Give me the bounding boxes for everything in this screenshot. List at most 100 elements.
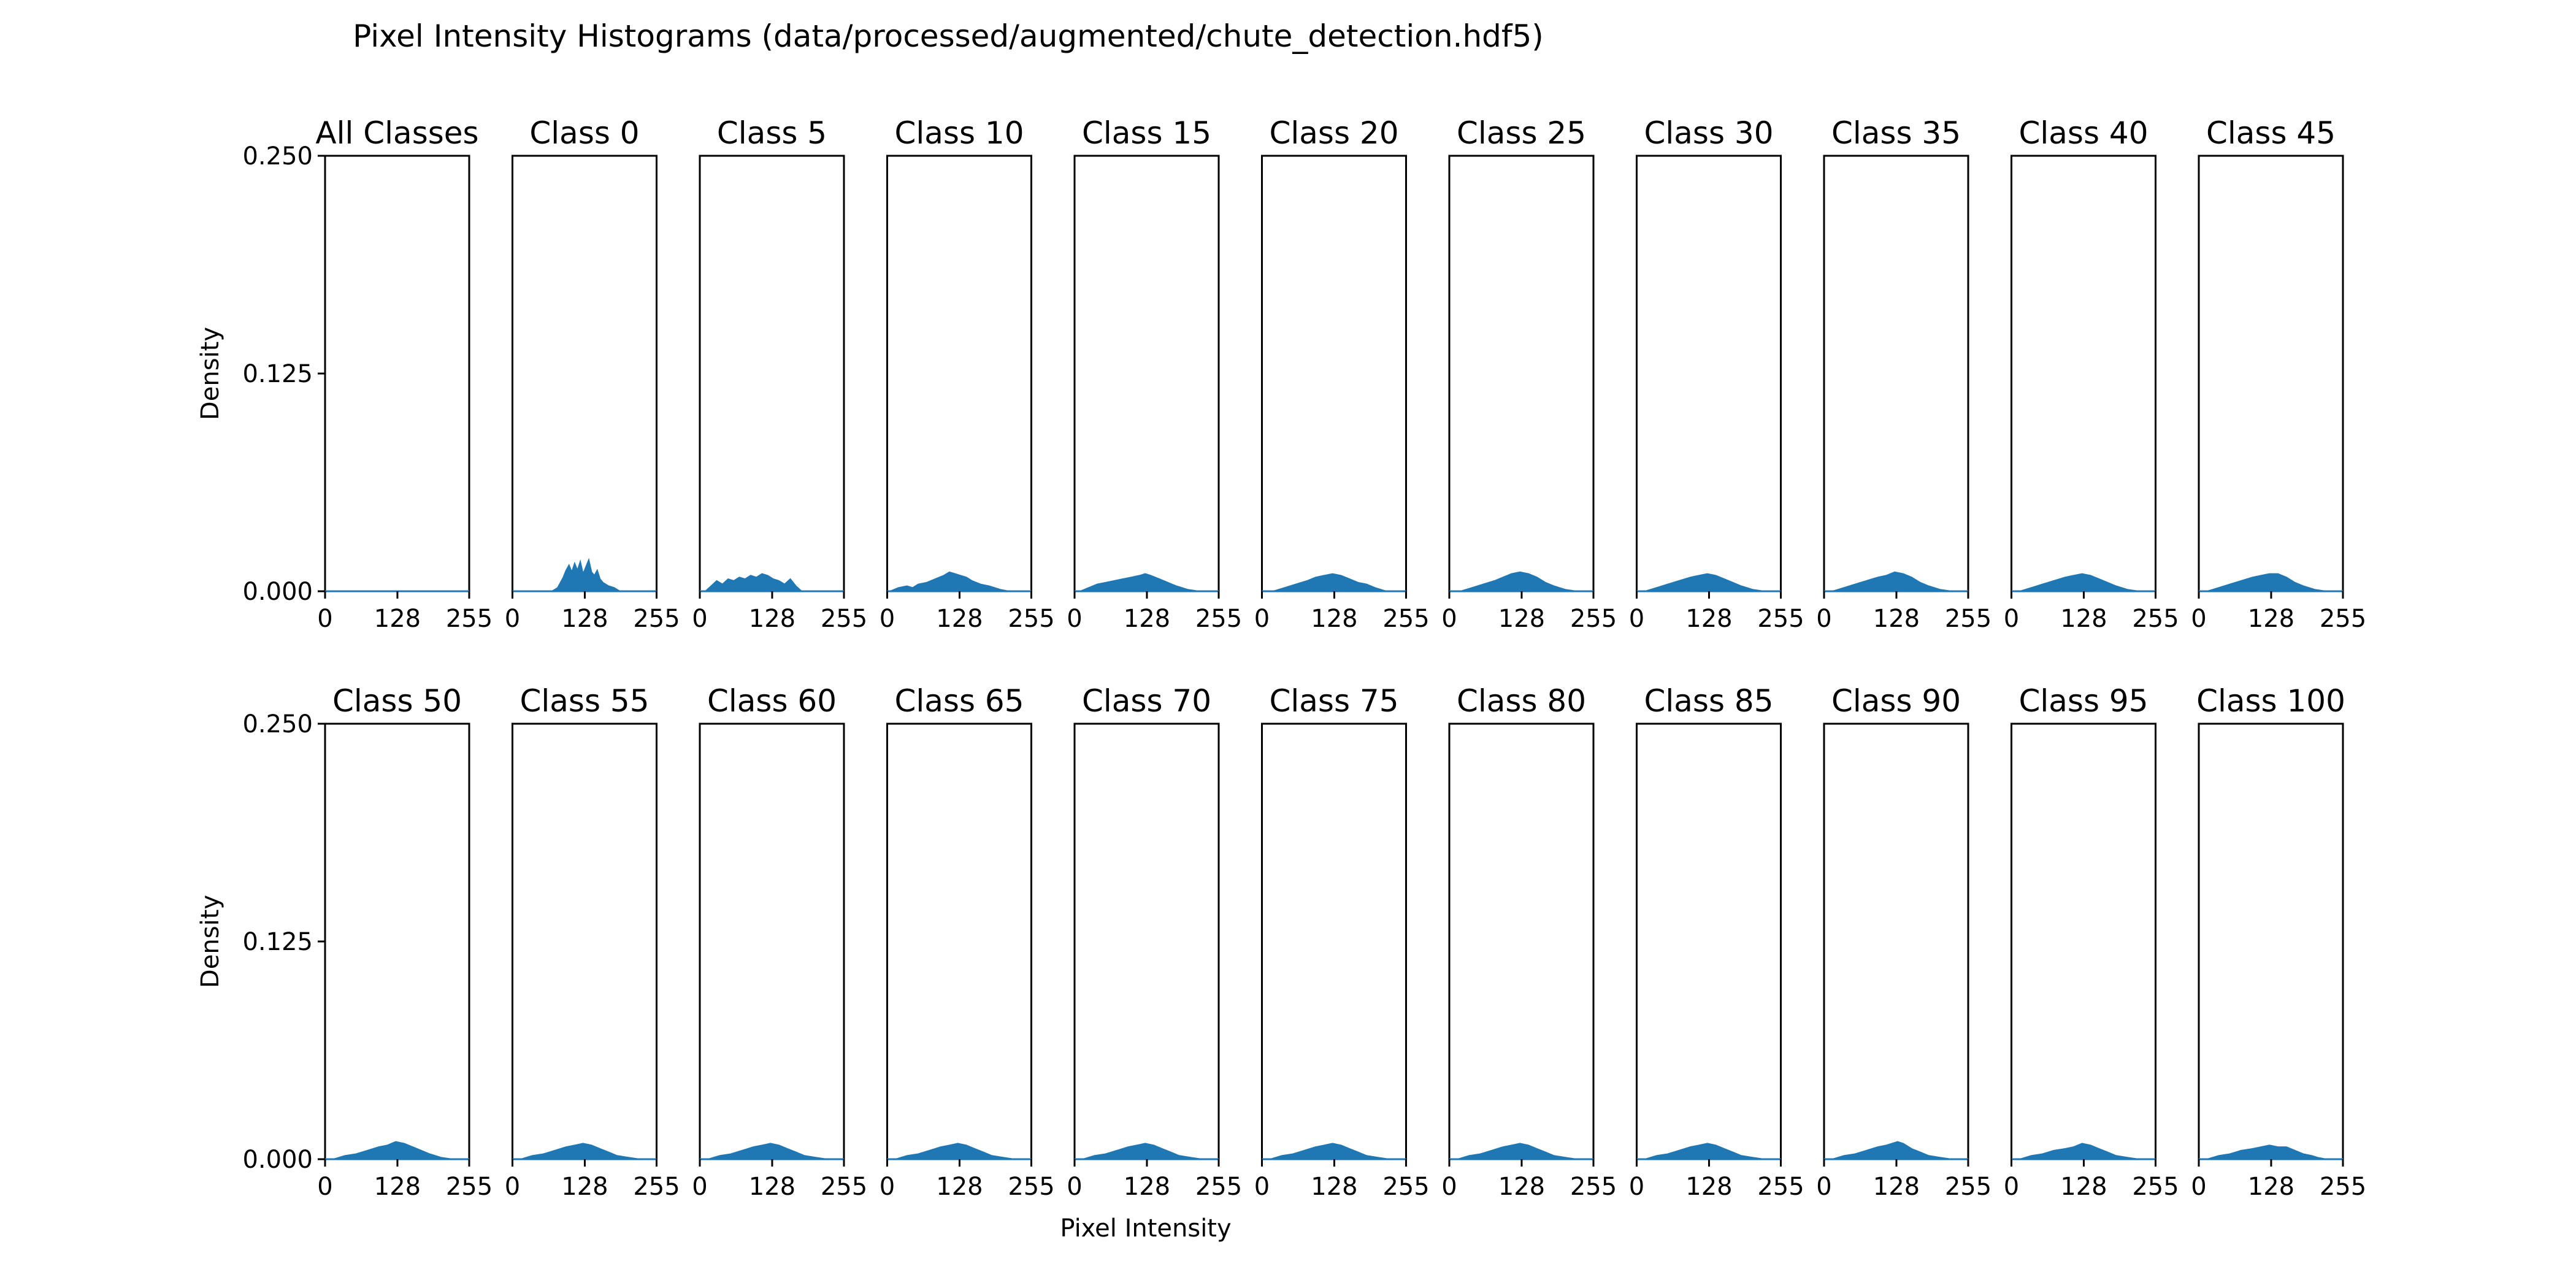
x-tick-label: 0 [505,605,520,633]
panel-frame [2011,723,2156,1160]
x-tick-label: 0 [880,605,895,633]
x-tick-label: 255 [1008,605,1054,633]
histogram-panel: Class 30 0 128 255 [1629,115,1804,633]
panel-frame [699,723,845,1160]
x-tick-label: 0 [1254,605,1270,633]
histogram-panel: Class 100 0 128 255 [2191,683,2366,1201]
panel-frame [699,155,845,592]
panel-frame [1636,723,1782,1160]
x-tick-label: 128 [2248,605,2294,633]
histogram-panel: Class 65 0 128 255 [880,683,1055,1201]
panel-frame [512,723,657,1160]
histogram-panel: Class 85 0 128 255 [1629,683,1804,1201]
x-tick-label: 255 [821,605,867,633]
density-area [889,571,1009,592]
x-tick-label: 255 [821,1173,867,1201]
x-tick-label: 128 [749,1173,795,1201]
density-area [895,1143,1015,1160]
panel-frame [2011,155,2156,592]
x-tick-label: 0 [692,1173,707,1201]
panel-frame [2198,723,2344,1160]
density-area [1832,1141,1952,1160]
x-tick-label: 128 [936,1173,983,1201]
x-tick-label: 128 [2060,1173,2107,1201]
x-tick-label: 0 [1441,605,1457,633]
panel-title: Class 20 [1269,115,1398,151]
x-tick-label: 0 [2191,605,2206,633]
histogram-panel: Class 50 0 128 255 0.000 0.125 0.250 Density [196,683,493,1201]
x-tick-label: 128 [374,1173,421,1201]
x-tick-label: 255 [2132,605,2179,633]
x-tick-label: 0 [1254,1173,1270,1201]
panel-frame [1823,723,1969,1160]
x-tick-label: 128 [1311,1173,1357,1201]
panel-frame [1636,155,1782,592]
density-area [2207,573,2326,592]
histogram-panel: All Classes 0 128 255 0.000 0.125 0.250 Density [196,115,493,633]
x-tick-label: 128 [1685,605,1732,633]
density-area [1460,571,1577,592]
x-tick-label: 255 [633,605,680,633]
x-tick-label: 0 [317,605,332,633]
panel-title: Class 10 [894,115,1024,151]
panel-title: Class 50 [332,683,462,719]
x-tick-label: 255 [633,1173,680,1201]
x-tick-label: 128 [1124,1173,1170,1201]
density-area [1457,1143,1577,1160]
density-area [1832,571,1952,592]
panel-frame [1261,155,1407,592]
x-tick-label: 0 [505,1173,520,1201]
x-tick-label: 255 [1945,605,1991,633]
x-tick-label: 128 [374,605,421,633]
panel-frame [1823,155,1969,592]
histogram-panel: Class 15 0 128 255 [1067,115,1242,633]
density-area [1079,573,1199,592]
density-area [1645,573,1765,592]
y-tick-label: 0.000 [242,578,313,606]
y-tick-label: 0.250 [242,142,313,171]
x-tick-label: 0 [1816,605,1831,633]
histogram-panel: Class 0 0 128 255 [505,115,680,633]
histogram-panel: Class 75 0 128 255 [1254,683,1430,1201]
panel-grid: All Classes 0 128 255 0.000 0.125 0.250 Density… [196,115,2366,1201]
density-area [521,1143,640,1160]
x-tick-label: 128 [749,605,795,633]
panel-title: Class 65 [894,683,1024,719]
histogram-panel: Class 10 0 128 255 [880,115,1055,633]
panel-title: Class 15 [1082,115,1211,151]
x-tick-label: 255 [2320,605,2366,633]
density-area [703,573,803,592]
histogram-panel: Class 35 0 128 255 [1816,115,1991,633]
panel-frame [512,155,657,592]
x-tick-label: 0 [1629,605,1644,633]
panel-title: Class 30 [1644,115,1773,151]
density-area [708,1143,827,1160]
histogram-panel: Class 40 0 128 255 [2004,115,2179,633]
x-tick-label: 128 [2248,1173,2294,1201]
x-tick-label: 0 [1629,1173,1644,1201]
x-tick-label: 0 [317,1173,332,1201]
x-tick-label: 128 [1311,605,1357,633]
x-tick-label: 0 [1067,1173,1082,1201]
x-tick-label: 255 [1195,1173,1242,1201]
panel-frame [1073,723,1220,1160]
x-tick-label: 255 [1757,605,1804,633]
density-area [1083,1143,1202,1160]
x-tick-label: 128 [561,605,608,633]
x-tick-label: 0 [692,605,707,633]
panel-title: Class 95 [2018,683,2148,719]
panel-title: Class 85 [1644,683,1773,719]
histogram-panel: Class 5 0 128 255 [692,115,867,633]
x-tick-label: 255 [1382,1173,1429,1201]
density-area [1273,573,1387,592]
histogram-panel: Class 95 0 128 255 [2004,683,2179,1201]
panel-title: Class 100 [2196,683,2345,719]
y-axis-label: Density [196,895,224,988]
x-tick-label: 255 [1382,605,1429,633]
x-tick-label: 0 [2004,605,2019,633]
x-tick-label: 255 [446,1173,493,1201]
density-area [1645,1143,1765,1160]
x-tick-label: 255 [2132,1173,2179,1201]
x-tick-label: 128 [561,1173,608,1201]
